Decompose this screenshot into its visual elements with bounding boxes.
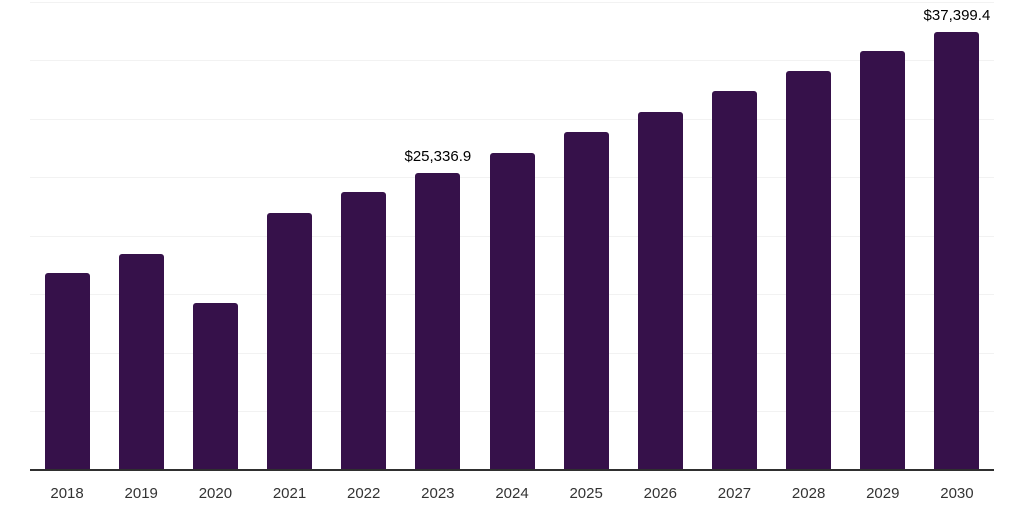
bar-2030[interactable]: [934, 31, 980, 470]
x-tick-label-2019: 2019: [124, 485, 158, 502]
x-tick-label-2030: 2030: [940, 485, 974, 502]
bar-2026[interactable]: [637, 111, 683, 470]
data-label-2030: $37,399.4: [923, 6, 991, 24]
bar-2027[interactable]: [711, 90, 757, 470]
bar-2023[interactable]: [415, 173, 461, 470]
gridline: [30, 118, 994, 120]
gridline: [30, 1, 994, 3]
x-tick-label-2024: 2024: [495, 485, 529, 502]
bar-2029[interactable]: [860, 50, 906, 470]
x-tick-label-2027: 2027: [717, 485, 752, 502]
bar-2018[interactable]: [44, 273, 90, 470]
bar-2025[interactable]: [563, 131, 609, 470]
x-tick-label-2026: 2026: [643, 485, 677, 502]
x-tick-label-2018: 2018: [50, 485, 84, 502]
x-axis-line: [30, 469, 994, 471]
x-tick-label-2022: 2022: [347, 485, 381, 502]
x-tick-label-2028: 2028: [791, 485, 826, 502]
bar-2019[interactable]: [118, 254, 164, 470]
bar-2028[interactable]: [786, 70, 832, 470]
gridline: [30, 60, 994, 62]
x-tick-label-2029: 2029: [866, 485, 900, 502]
x-tick-label-2025: 2025: [569, 485, 603, 502]
x-tick-label-2023: 2023: [421, 485, 455, 502]
x-tick-label-2021: 2021: [272, 485, 307, 502]
data-label-2023: $25,336.9: [404, 148, 472, 166]
bar-2021[interactable]: [267, 213, 313, 470]
bar-2024[interactable]: [489, 152, 535, 470]
bar-2022[interactable]: [341, 192, 387, 470]
x-tick-label-2020: 2020: [198, 485, 233, 502]
bar-2020[interactable]: [192, 302, 238, 470]
